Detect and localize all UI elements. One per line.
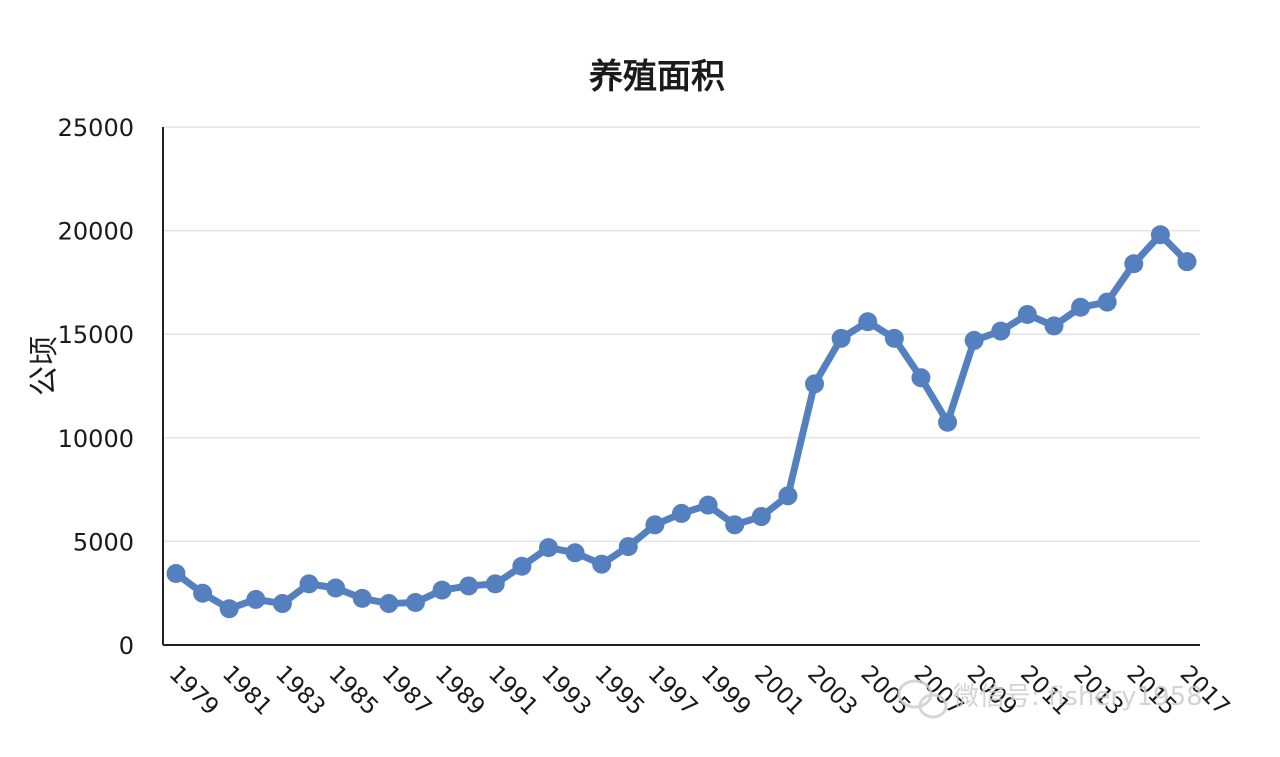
y-tick-label: 10000 [58, 425, 134, 453]
data-point [884, 328, 904, 348]
x-tick-label: 1997 [643, 661, 703, 721]
data-point [1017, 305, 1037, 325]
data-point [326, 578, 346, 598]
data-point [459, 576, 479, 596]
data-point [645, 515, 665, 535]
x-tick-label: 1983 [270, 661, 330, 721]
y-tick-label: 20000 [58, 218, 134, 246]
data-point [1097, 292, 1117, 312]
series-area-line [166, 225, 1197, 619]
x-tick-label: 1989 [430, 661, 490, 721]
data-point [778, 486, 798, 506]
data-point [565, 543, 585, 563]
data-point [805, 374, 825, 394]
data-point [698, 495, 718, 515]
data-point [672, 503, 691, 523]
data-point [485, 574, 505, 594]
x-tick-label: 1995 [589, 661, 649, 721]
watermark: 微信号: fishery1958 [897, 679, 1203, 719]
data-point [1150, 225, 1170, 245]
data-point [618, 537, 638, 557]
y-axis-label: 公顷 [27, 336, 62, 396]
x-tick-label: 2005 [855, 661, 915, 721]
data-point [831, 328, 851, 348]
y-tick-label: 5000 [73, 528, 134, 556]
data-point [299, 574, 319, 594]
data-point [432, 580, 452, 600]
x-tick-label: 1991 [483, 661, 543, 721]
x-tick-label: 1979 [164, 661, 224, 721]
y-tick-label: 0 [119, 632, 134, 660]
data-point [219, 599, 239, 619]
data-point [1124, 254, 1144, 274]
data-point [1044, 316, 1064, 336]
data-point [751, 507, 771, 527]
data-point [538, 538, 558, 558]
data-point [592, 554, 612, 574]
data-point [512, 556, 532, 576]
data-point [379, 594, 399, 614]
watermark-text: 微信号: fishery1958 [953, 682, 1203, 712]
data-point [193, 583, 213, 603]
x-tick-label: 1993 [536, 661, 596, 721]
data-point [272, 594, 292, 614]
data-point [858, 312, 878, 332]
y-tick-label: 15000 [58, 321, 134, 349]
data-point [938, 412, 958, 432]
data-point [991, 321, 1011, 341]
x-tick-label: 2001 [749, 661, 809, 721]
x-tick-label: 1987 [377, 661, 437, 721]
data-point [405, 593, 425, 613]
wechat-icon [897, 679, 948, 719]
data-point [725, 515, 745, 535]
x-tick-label: 1999 [696, 661, 756, 721]
gridlines [163, 126, 1200, 543]
x-tick-label: 2003 [802, 661, 862, 721]
data-point [246, 589, 266, 609]
data-point [352, 588, 372, 608]
data-point [166, 564, 186, 584]
data-point [911, 368, 931, 388]
y-tick-label: 25000 [58, 114, 134, 142]
x-tick-label: 1981 [217, 661, 277, 721]
data-point [1071, 297, 1091, 317]
y-axis-ticks: 0 5000 10000 15000 20000 25000 [58, 114, 134, 660]
chart-title: 养殖面积 [589, 57, 725, 97]
data-point [1177, 252, 1197, 272]
series-line [172, 231, 1191, 613]
data-point [964, 330, 984, 350]
x-tick-label: 1985 [323, 661, 383, 721]
